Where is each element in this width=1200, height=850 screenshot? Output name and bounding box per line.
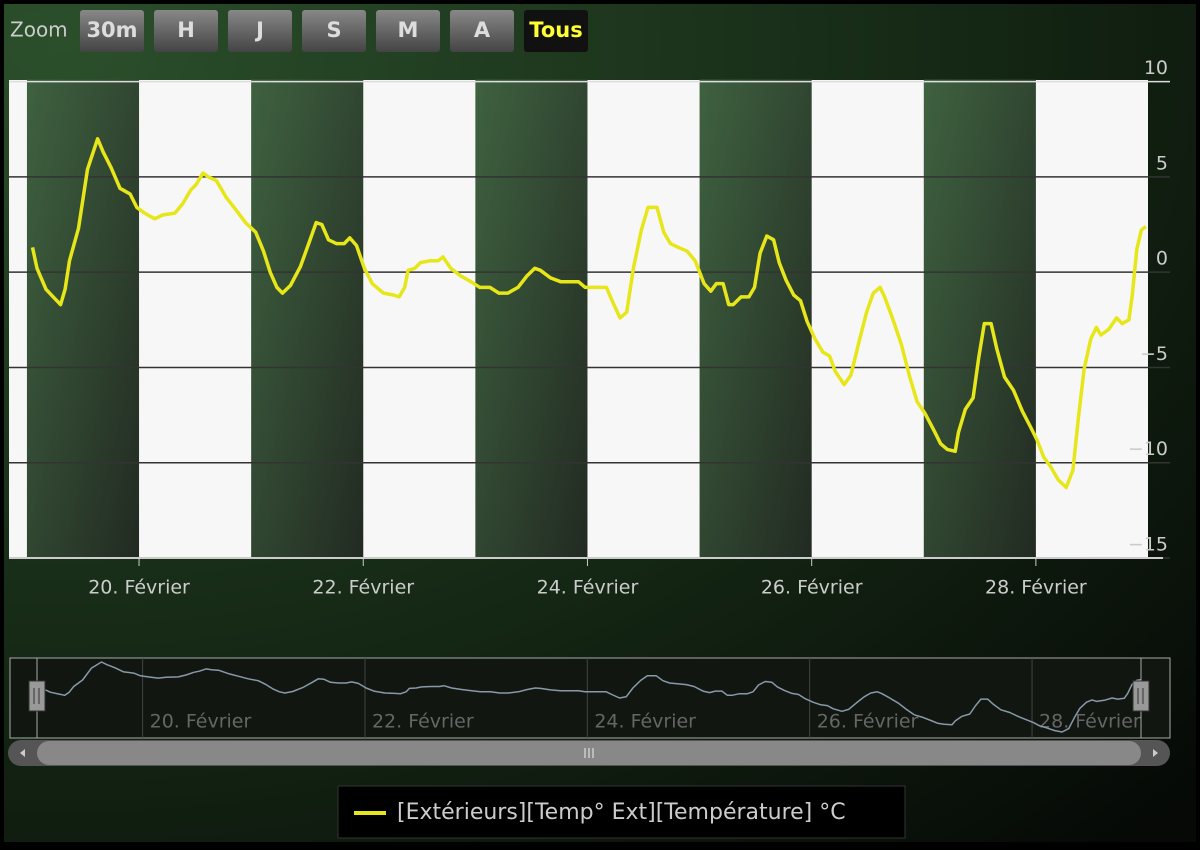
- navigator-tick-label: 24. Février: [594, 711, 696, 733]
- zoom-button-label[interactable]: H: [177, 18, 195, 42]
- zoom-button[interactable]: [302, 10, 366, 52]
- plot-band: [251, 79, 364, 558]
- scroll-left[interactable]: [20, 749, 25, 757]
- x-tick-label: 20. Février: [88, 577, 190, 599]
- zoom-button[interactable]: [524, 10, 588, 52]
- scroll-right[interactable]: [1153, 749, 1158, 757]
- zoom-button[interactable]: [376, 10, 440, 52]
- zoom-button-label[interactable]: Tous: [529, 18, 582, 42]
- navigator-tick-label: 28. Février: [1039, 711, 1141, 733]
- zoom-button[interactable]: [228, 10, 292, 52]
- navigator-tick-label: 22. Février: [372, 711, 474, 733]
- navigator-handle-grip: [33, 688, 40, 704]
- zoom-button-label[interactable]: J: [254, 18, 264, 42]
- navigator: [9, 657, 1171, 739]
- plot-band: [26, 79, 140, 558]
- plot-band: [923, 79, 1036, 558]
- zoom-button[interactable]: [80, 10, 144, 52]
- navigator-tick-label: 20. Février: [150, 711, 252, 733]
- navigator-tick-label: 26. Février: [817, 711, 919, 733]
- plot-band: [475, 79, 588, 558]
- y-tick-label: 10: [1144, 57, 1168, 79]
- x-tick-label: 28. Février: [985, 577, 1087, 599]
- zoom-button-label[interactable]: M: [398, 18, 419, 42]
- legend-label[interactable]: [Extérieurs][Temp° Ext][Température] °C: [397, 800, 846, 825]
- zoom-button-label[interactable]: S: [326, 18, 341, 42]
- zoom-button-label[interactable]: 30m: [86, 18, 137, 42]
- y-tick-label: −15: [1128, 534, 1168, 556]
- plot-band: [699, 79, 812, 558]
- zoom-button[interactable]: [450, 10, 514, 52]
- y-tick-label: −5: [1140, 343, 1168, 365]
- navigator-line: [36, 661, 1142, 733]
- x-tick-label: 26. Février: [761, 577, 863, 599]
- navigator-handle-grip: [1137, 688, 1144, 704]
- zoom-button-label[interactable]: A: [474, 18, 491, 42]
- zoom-label: Zoom: [10, 18, 68, 42]
- series-line: [30, 137, 1147, 490]
- x-tick-label: 24. Février: [537, 577, 639, 599]
- y-tick-label: 0: [1156, 248, 1168, 270]
- x-tick-label: 22. Février: [312, 577, 414, 599]
- navigator-handle[interactable]: [28, 680, 46, 712]
- y-tick-label: −10: [1128, 438, 1168, 460]
- legend[interactable]: [337, 785, 906, 839]
- navigator-handle[interactable]: [1132, 680, 1150, 712]
- scrollbar-grip: [584, 748, 594, 758]
- zoom-button[interactable]: [154, 10, 218, 52]
- y-tick-label: 5: [1156, 152, 1168, 174]
